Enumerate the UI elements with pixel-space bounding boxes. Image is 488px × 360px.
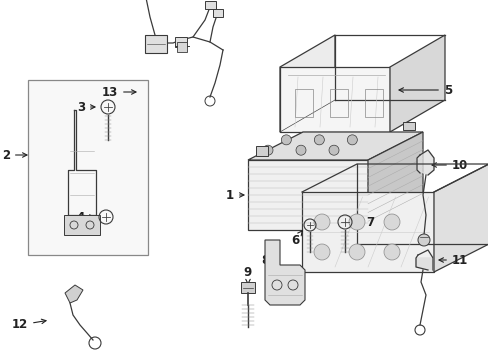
Text: 7: 7 xyxy=(356,216,373,229)
Polygon shape xyxy=(280,35,334,132)
Circle shape xyxy=(417,234,429,246)
Circle shape xyxy=(383,244,399,260)
Text: 12: 12 xyxy=(12,319,46,332)
Bar xyxy=(256,146,267,156)
Bar xyxy=(329,89,347,117)
Circle shape xyxy=(348,214,364,230)
Bar xyxy=(28,80,148,255)
Circle shape xyxy=(313,214,329,230)
Bar xyxy=(213,9,223,17)
Circle shape xyxy=(383,214,399,230)
Bar xyxy=(64,215,100,235)
Text: 2: 2 xyxy=(2,149,27,162)
Circle shape xyxy=(314,135,324,145)
Polygon shape xyxy=(65,285,83,303)
Polygon shape xyxy=(247,160,367,230)
Bar xyxy=(294,89,312,117)
Text: 8: 8 xyxy=(260,253,271,272)
Circle shape xyxy=(313,244,329,260)
Text: 3: 3 xyxy=(77,100,95,113)
Polygon shape xyxy=(367,132,422,230)
Bar xyxy=(175,37,186,47)
Polygon shape xyxy=(416,150,433,175)
Text: 4: 4 xyxy=(77,211,94,224)
Polygon shape xyxy=(264,240,305,305)
Polygon shape xyxy=(280,67,389,132)
Bar xyxy=(204,1,216,9)
Circle shape xyxy=(328,145,338,155)
Text: 9: 9 xyxy=(244,266,252,284)
Circle shape xyxy=(263,145,272,155)
Bar xyxy=(145,35,167,53)
Bar xyxy=(241,282,254,293)
Circle shape xyxy=(346,135,357,145)
Bar xyxy=(402,122,414,130)
Circle shape xyxy=(348,244,364,260)
Bar xyxy=(177,42,186,52)
Polygon shape xyxy=(302,192,433,272)
Circle shape xyxy=(281,135,291,145)
Polygon shape xyxy=(247,132,422,160)
Text: 13: 13 xyxy=(102,86,136,99)
Polygon shape xyxy=(433,164,488,272)
Text: 5: 5 xyxy=(398,84,451,96)
Text: 6: 6 xyxy=(290,231,302,247)
Polygon shape xyxy=(389,35,444,132)
Text: 10: 10 xyxy=(431,158,467,171)
Polygon shape xyxy=(415,258,432,270)
Text: 11: 11 xyxy=(438,253,467,266)
Circle shape xyxy=(295,145,305,155)
Bar xyxy=(364,89,382,117)
Text: 1: 1 xyxy=(225,189,244,202)
